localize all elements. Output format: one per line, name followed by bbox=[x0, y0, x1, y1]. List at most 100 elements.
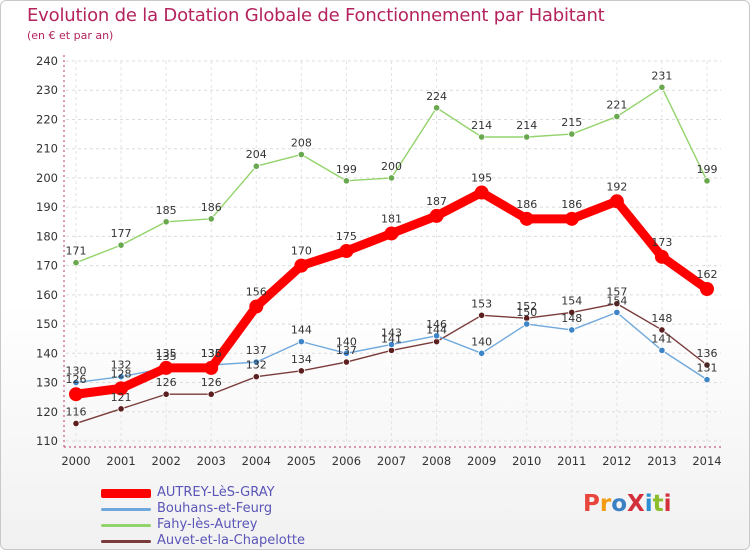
data-label-3: 126 bbox=[156, 376, 177, 389]
data-point-1 bbox=[703, 376, 711, 384]
logo-letter: t bbox=[652, 491, 664, 517]
data-label-2: 199 bbox=[336, 163, 357, 176]
data-label-1: 141 bbox=[651, 332, 672, 345]
y-tick-label: 160 bbox=[36, 288, 58, 302]
data-label-3: 148 bbox=[651, 312, 672, 325]
data-label-0: 135 bbox=[201, 347, 222, 360]
x-tick-label: 2006 bbox=[332, 454, 361, 468]
data-point-0 bbox=[159, 360, 174, 375]
x-tick-label: 2009 bbox=[467, 454, 496, 468]
data-label-0: 162 bbox=[697, 268, 718, 281]
data-label-0: 126 bbox=[66, 373, 87, 386]
data-point-0 bbox=[519, 211, 534, 226]
data-point-1 bbox=[252, 358, 260, 366]
data-label-3: 121 bbox=[111, 391, 132, 404]
data-label-0: 170 bbox=[291, 245, 312, 258]
data-point-2 bbox=[72, 259, 80, 267]
data-point-3 bbox=[432, 338, 441, 346]
data-label-0: 128 bbox=[111, 367, 132, 380]
data-point-2 bbox=[478, 133, 486, 141]
data-label-3: 141 bbox=[381, 332, 402, 345]
data-label-2: 177 bbox=[111, 227, 132, 240]
data-point-1 bbox=[658, 346, 666, 354]
data-point-3 bbox=[162, 390, 170, 398]
data-label-3: 116 bbox=[66, 405, 87, 418]
y-tick-label: 210 bbox=[36, 142, 58, 156]
data-point-1 bbox=[432, 332, 441, 340]
data-label-0: 192 bbox=[606, 180, 627, 193]
data-label-1: 148 bbox=[561, 312, 582, 325]
data-point-1 bbox=[523, 320, 531, 328]
data-label-1: 137 bbox=[246, 344, 267, 357]
logo-letter: o bbox=[611, 491, 628, 517]
legend-swatch-fahy bbox=[101, 524, 151, 527]
x-tick-label: 2001 bbox=[106, 454, 135, 468]
data-label-2: 215 bbox=[561, 116, 582, 129]
data-label-3: 152 bbox=[516, 300, 537, 313]
legend-swatch-autrey bbox=[101, 489, 151, 498]
data-label-1: 140 bbox=[336, 335, 357, 348]
data-label-1: 136 bbox=[201, 347, 222, 360]
data-label-0: 186 bbox=[561, 198, 582, 211]
data-label-0: 195 bbox=[471, 172, 492, 185]
data-point-2 bbox=[613, 112, 621, 121]
data-label-0: 175 bbox=[336, 230, 357, 243]
data-point-1 bbox=[387, 340, 396, 349]
data-point-2 bbox=[523, 133, 531, 141]
y-tick-label: 170 bbox=[36, 259, 58, 273]
y-tick-label: 230 bbox=[36, 83, 58, 97]
data-label-0: 173 bbox=[651, 236, 672, 249]
data-label-0: 187 bbox=[426, 195, 447, 208]
data-point-0 bbox=[114, 381, 129, 396]
y-tick-label: 190 bbox=[36, 200, 58, 214]
data-point-1 bbox=[568, 326, 576, 334]
x-tick-label: 2011 bbox=[557, 454, 586, 468]
data-point-0 bbox=[474, 185, 489, 200]
data-label-1: 130 bbox=[66, 365, 87, 378]
data-point-2 bbox=[162, 218, 170, 226]
chart-subtitle: (en € et par an) bbox=[27, 29, 114, 42]
data-point-3 bbox=[478, 311, 486, 319]
data-label-2: 171 bbox=[66, 245, 87, 258]
data-label-3: 136 bbox=[697, 347, 718, 360]
series-layer bbox=[69, 83, 714, 428]
data-label-3: 126 bbox=[201, 376, 222, 389]
data-point-3 bbox=[387, 346, 396, 354]
data-label-0: 135 bbox=[156, 347, 177, 360]
data-point-2 bbox=[342, 177, 351, 185]
legend-label-auvet: Auvet-et-la-Chapelotte bbox=[157, 533, 305, 548]
data-point-1 bbox=[117, 373, 125, 381]
y-tick-label: 200 bbox=[36, 171, 58, 185]
data-label-2: 185 bbox=[156, 204, 177, 217]
x-tick-label: 2008 bbox=[422, 454, 451, 468]
x-tick-label: 2010 bbox=[512, 454, 541, 468]
logo-letter: X bbox=[627, 491, 645, 517]
data-label-3: 154 bbox=[561, 294, 582, 307]
data-point-0 bbox=[204, 360, 219, 375]
data-point-3 bbox=[658, 326, 666, 334]
data-label-3: 144 bbox=[426, 324, 447, 337]
data-label-2: 204 bbox=[246, 148, 267, 161]
y-tick-label: 130 bbox=[36, 376, 58, 390]
data-point-0 bbox=[700, 282, 714, 296]
data-point-0 bbox=[384, 226, 399, 241]
x-tick-label: 2007 bbox=[377, 454, 406, 468]
data-point-0 bbox=[294, 258, 309, 273]
logo-letter: r bbox=[599, 491, 612, 517]
data-label-2: 224 bbox=[426, 90, 447, 103]
x-tick-label: 2014 bbox=[692, 454, 721, 468]
data-point-0 bbox=[609, 194, 624, 209]
data-point-1 bbox=[613, 308, 621, 316]
legend-label-fahy: Fahy-lès-Autrey bbox=[157, 517, 258, 532]
data-label-3: 153 bbox=[471, 297, 492, 310]
data-point-1 bbox=[478, 349, 486, 357]
x-tick-label: 2013 bbox=[647, 454, 676, 468]
data-point-1 bbox=[342, 349, 351, 357]
data-label-0: 156 bbox=[246, 286, 267, 299]
data-point-3 bbox=[252, 373, 260, 381]
proxiti-logo: ProXiti bbox=[583, 491, 672, 517]
data-label-0: 181 bbox=[381, 212, 402, 225]
data-point-3 bbox=[207, 390, 215, 398]
legend-label-bouhans: Bouhans-et-Feurg bbox=[157, 501, 273, 516]
x-tick-label: 2000 bbox=[61, 454, 90, 468]
